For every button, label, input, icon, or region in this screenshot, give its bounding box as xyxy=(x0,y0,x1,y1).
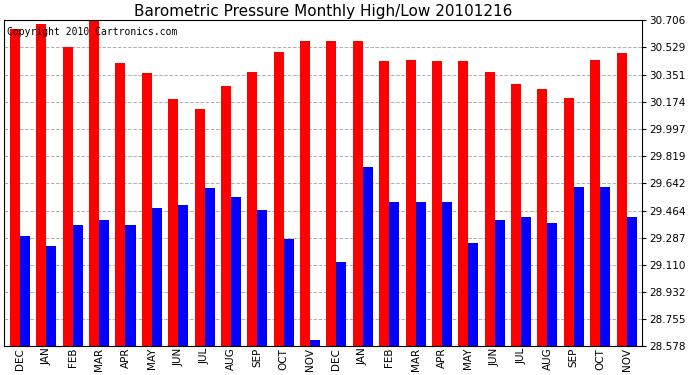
Bar xyxy=(590,60,600,346)
Bar xyxy=(152,208,162,346)
Bar xyxy=(363,167,373,346)
Bar xyxy=(115,63,126,346)
Bar xyxy=(538,88,547,346)
Bar xyxy=(458,61,469,346)
Bar xyxy=(564,98,574,346)
Bar xyxy=(442,202,452,346)
Bar xyxy=(99,220,109,346)
Bar xyxy=(495,220,504,346)
Bar xyxy=(195,109,205,347)
Bar xyxy=(415,202,426,346)
Bar xyxy=(284,239,294,346)
Bar xyxy=(469,243,478,346)
Bar xyxy=(37,24,46,346)
Bar xyxy=(389,202,400,346)
Bar xyxy=(142,74,152,346)
Title: Barometric Pressure Monthly High/Low 20101216: Barometric Pressure Monthly High/Low 201… xyxy=(134,4,513,19)
Bar xyxy=(274,52,284,346)
Bar xyxy=(310,340,320,346)
Bar xyxy=(574,187,584,346)
Bar xyxy=(511,84,521,346)
Bar xyxy=(432,61,442,346)
Bar xyxy=(126,225,135,346)
Bar xyxy=(300,41,310,346)
Bar xyxy=(231,197,241,346)
Bar xyxy=(247,72,257,347)
Bar xyxy=(547,224,558,346)
Bar xyxy=(257,210,267,346)
Bar xyxy=(337,262,346,346)
Bar xyxy=(380,61,389,346)
Bar xyxy=(617,53,627,346)
Bar xyxy=(484,72,495,347)
Bar xyxy=(89,18,99,346)
Text: Copyright 2010 Cartronics.com: Copyright 2010 Cartronics.com xyxy=(8,27,178,37)
Bar xyxy=(178,205,188,346)
Bar xyxy=(10,29,20,347)
Bar xyxy=(406,60,415,346)
Bar xyxy=(205,188,215,346)
Bar xyxy=(326,41,337,346)
Bar xyxy=(221,86,231,346)
Bar xyxy=(627,217,637,346)
Bar xyxy=(63,47,72,346)
Bar xyxy=(72,225,83,346)
Bar xyxy=(46,246,57,346)
Bar xyxy=(168,99,178,346)
Bar xyxy=(600,187,610,346)
Bar xyxy=(20,236,30,346)
Bar xyxy=(521,217,531,346)
Bar xyxy=(353,41,363,346)
